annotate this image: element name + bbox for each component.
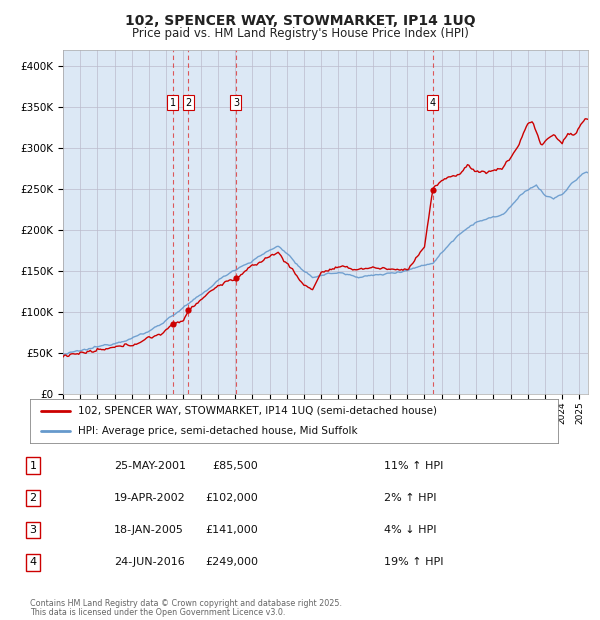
Text: Contains HM Land Registry data © Crown copyright and database right 2025.: Contains HM Land Registry data © Crown c…: [30, 600, 342, 608]
Text: 19% ↑ HPI: 19% ↑ HPI: [384, 557, 443, 567]
Text: 2: 2: [29, 493, 37, 503]
Text: This data is licensed under the Open Government Licence v3.0.: This data is licensed under the Open Gov…: [30, 608, 286, 617]
Text: 102, SPENCER WAY, STOWMARKET, IP14 1UQ: 102, SPENCER WAY, STOWMARKET, IP14 1UQ: [125, 14, 475, 28]
Text: 18-JAN-2005: 18-JAN-2005: [114, 525, 184, 535]
Text: 2: 2: [185, 98, 191, 108]
Text: 1: 1: [29, 461, 37, 471]
Text: 4: 4: [29, 557, 37, 567]
Text: 1: 1: [170, 98, 176, 108]
Text: Price paid vs. HM Land Registry's House Price Index (HPI): Price paid vs. HM Land Registry's House …: [131, 27, 469, 40]
Text: 4: 4: [430, 98, 436, 108]
Text: £102,000: £102,000: [205, 493, 258, 503]
Text: £141,000: £141,000: [205, 525, 258, 535]
Text: 3: 3: [29, 525, 37, 535]
Text: £249,000: £249,000: [205, 557, 258, 567]
Text: 4% ↓ HPI: 4% ↓ HPI: [384, 525, 437, 535]
Text: 19-APR-2002: 19-APR-2002: [114, 493, 186, 503]
Text: 102, SPENCER WAY, STOWMARKET, IP14 1UQ (semi-detached house): 102, SPENCER WAY, STOWMARKET, IP14 1UQ (…: [77, 405, 437, 416]
Text: 11% ↑ HPI: 11% ↑ HPI: [384, 461, 443, 471]
Text: 3: 3: [233, 98, 239, 108]
Text: HPI: Average price, semi-detached house, Mid Suffolk: HPI: Average price, semi-detached house,…: [77, 426, 357, 436]
Text: 25-MAY-2001: 25-MAY-2001: [114, 461, 186, 471]
Text: 24-JUN-2016: 24-JUN-2016: [114, 557, 185, 567]
Text: £85,500: £85,500: [212, 461, 258, 471]
Text: 2% ↑ HPI: 2% ↑ HPI: [384, 493, 437, 503]
